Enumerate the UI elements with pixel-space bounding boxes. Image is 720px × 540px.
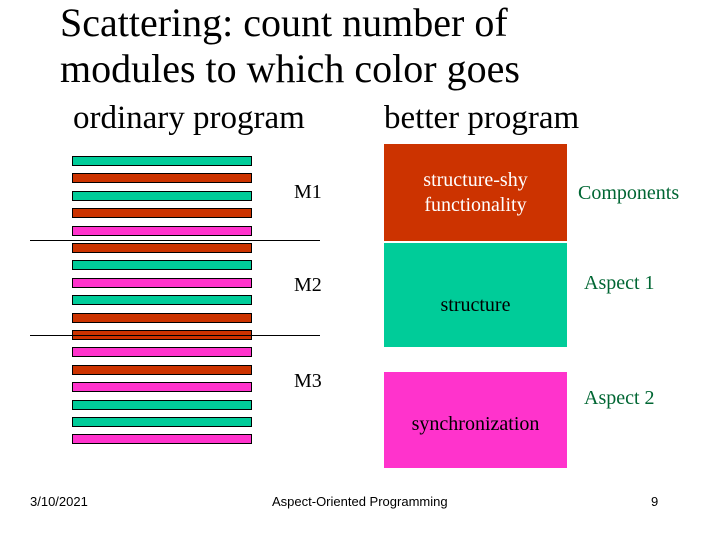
footer-date: 3/10/2021 xyxy=(30,494,88,509)
code-stripe-green xyxy=(72,400,252,410)
module-label-m3: M3 xyxy=(294,370,322,392)
synchronization-box: synchronization xyxy=(384,372,567,468)
title-line-1: Scattering: count number of xyxy=(60,0,508,45)
better-program-heading: better program xyxy=(384,100,580,136)
slide-title: Scattering: count number of modules to w… xyxy=(60,0,700,92)
code-stripe-red xyxy=(72,243,252,253)
code-stripe-magenta xyxy=(72,382,252,392)
ordinary-program-heading: ordinary program xyxy=(73,100,305,136)
code-stripe-magenta xyxy=(72,434,252,444)
code-stripe-green xyxy=(72,191,252,201)
code-stripe-green xyxy=(72,156,252,166)
code-stripe-red xyxy=(72,313,252,323)
aspect-2-label: Aspect 2 xyxy=(584,387,655,409)
footer-page-number: 9 xyxy=(651,494,659,509)
module-divider-1 xyxy=(30,240,320,241)
box-label-functionality: structure-shy functionality xyxy=(423,168,528,216)
code-stripe-red xyxy=(72,173,252,183)
aspect-1-label: Aspect 1 xyxy=(584,272,655,294)
code-stripe-green xyxy=(72,295,252,305)
components-label: Components xyxy=(578,182,680,204)
structure-box: structure xyxy=(384,243,567,347)
code-stripe-magenta xyxy=(72,278,252,288)
code-stripe-red xyxy=(72,365,252,375)
code-stripe-magenta xyxy=(72,226,252,236)
code-stripe-green xyxy=(72,417,252,427)
module-label-m1: M1 xyxy=(294,181,322,203)
module-divider-2 xyxy=(30,335,320,336)
code-stripe-magenta xyxy=(72,347,252,357)
footer-title: Aspect-Oriented Programming xyxy=(272,494,448,509)
box-label-synchronization: synchronization xyxy=(411,412,540,435)
code-stripe-green xyxy=(72,260,252,270)
structure-shy-functionality-box: structure-shy functionality xyxy=(384,144,567,241)
module-label-m2: M2 xyxy=(294,274,322,296)
title-line-2: modules to which color goes xyxy=(60,46,520,91)
box-label-structure: structure xyxy=(440,293,511,316)
code-stripe-red xyxy=(72,208,252,218)
